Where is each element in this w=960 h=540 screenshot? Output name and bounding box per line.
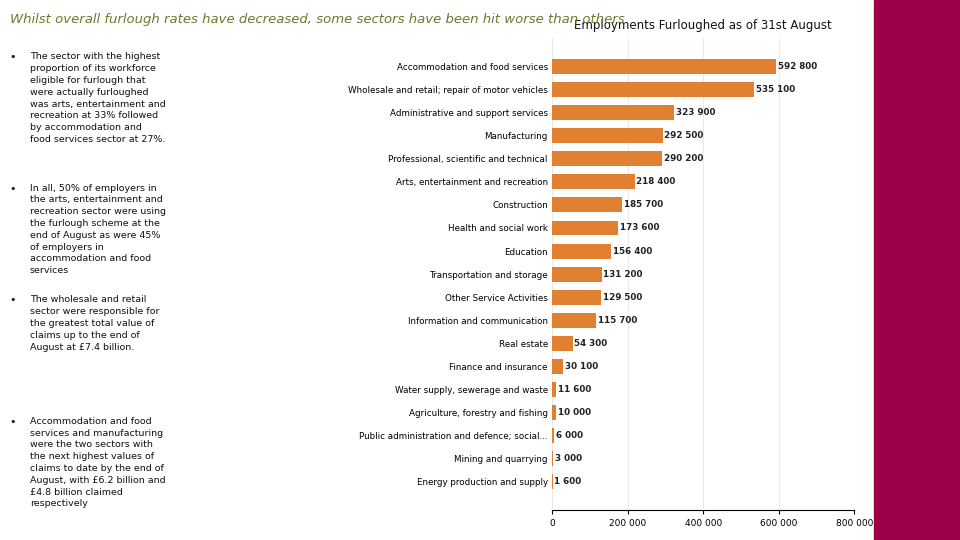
Bar <box>552 59 776 74</box>
Bar <box>552 220 617 235</box>
Bar <box>552 405 556 420</box>
Bar <box>552 313 596 328</box>
Text: Whilst overall furlough rates have decreased, some sectors have been hit worse t: Whilst overall furlough rates have decre… <box>10 14 624 26</box>
Text: 290 200: 290 200 <box>663 154 703 164</box>
Text: 218 400: 218 400 <box>636 178 676 186</box>
Text: 173 600: 173 600 <box>619 224 659 233</box>
Text: 11 600: 11 600 <box>559 384 591 394</box>
Text: •: • <box>10 184 16 194</box>
Text: 592 800: 592 800 <box>778 62 817 71</box>
Bar <box>552 174 635 190</box>
Text: 115 700: 115 700 <box>598 315 637 325</box>
Text: 131 200: 131 200 <box>604 269 643 279</box>
Text: 129 500: 129 500 <box>603 293 642 301</box>
Text: 185 700: 185 700 <box>624 200 663 210</box>
Text: 292 500: 292 500 <box>664 131 704 140</box>
Text: 30 100: 30 100 <box>565 362 598 370</box>
Bar <box>552 359 564 374</box>
Bar <box>552 129 662 143</box>
Text: The sector with the highest
proportion of its workforce
eligible for furlough th: The sector with the highest proportion o… <box>30 52 166 144</box>
Text: In all, 50% of employers in
the arts, entertainment and
recreation sector were u: In all, 50% of employers in the arts, en… <box>30 184 166 275</box>
Text: 323 900: 323 900 <box>677 109 716 117</box>
Text: 156 400: 156 400 <box>613 247 653 255</box>
Bar <box>552 105 675 120</box>
Bar <box>552 151 661 166</box>
Text: 54 300: 54 300 <box>574 339 608 348</box>
Text: •: • <box>10 417 16 427</box>
Bar <box>552 336 572 350</box>
Bar <box>552 382 557 397</box>
Bar <box>552 198 622 212</box>
Bar <box>552 289 601 305</box>
Text: •: • <box>10 52 16 63</box>
Text: 535 100: 535 100 <box>756 85 796 94</box>
Text: 10 000: 10 000 <box>558 408 590 417</box>
Text: 6 000: 6 000 <box>556 431 584 440</box>
Bar <box>552 82 755 97</box>
Text: Accommodation and food
services and manufacturing
were the two sectors with
the : Accommodation and food services and manu… <box>30 417 165 509</box>
Title: Employments Furloughed as of 31st August: Employments Furloughed as of 31st August <box>574 19 832 32</box>
Text: The wholesale and retail
sector were responsible for
the greatest total value of: The wholesale and retail sector were res… <box>30 295 159 352</box>
Bar <box>552 244 612 259</box>
Text: 1 600: 1 600 <box>555 477 582 486</box>
Bar <box>552 267 602 281</box>
Bar <box>552 428 554 443</box>
Text: •: • <box>10 295 16 306</box>
Text: 3 000: 3 000 <box>555 454 582 463</box>
Bar <box>552 451 553 466</box>
